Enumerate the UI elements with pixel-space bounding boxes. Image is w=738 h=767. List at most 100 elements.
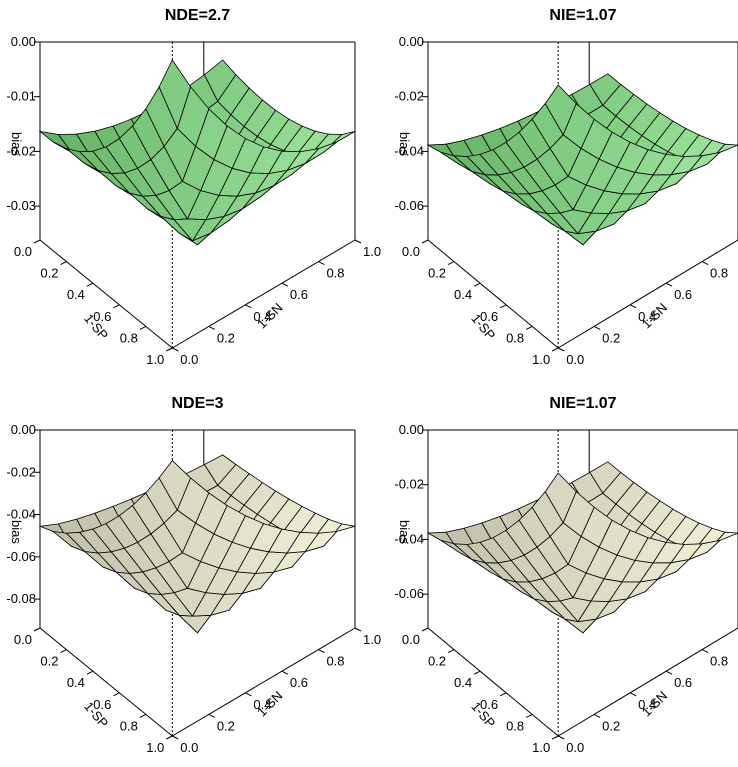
x-axis: 0.00.20.40.60.81.01-SP xyxy=(14,239,173,367)
y-tick-label: 0.6 xyxy=(674,287,692,302)
x-tick-label: 0.8 xyxy=(506,330,524,345)
z-tick-label: 0.00 xyxy=(399,34,424,49)
x-tick xyxy=(113,692,120,697)
y-tick xyxy=(593,713,601,718)
surface xyxy=(38,454,356,634)
z-axis-label: bias xyxy=(397,132,412,156)
x-tick-label: 0.8 xyxy=(506,718,524,733)
x-tick xyxy=(166,735,173,740)
surface xyxy=(426,73,738,246)
z-axis: 0.00 -0.02 -0.04 -0.06 -0.08 bias xyxy=(6,422,40,606)
x-tick xyxy=(473,282,481,287)
x-tick xyxy=(166,347,173,352)
x-tick-label: 0.2 xyxy=(428,266,446,281)
y-tick-label: 0.2 xyxy=(602,718,620,733)
x-tick xyxy=(86,282,94,287)
y-tick xyxy=(701,649,709,654)
y-tick-label: 0.8 xyxy=(710,654,728,669)
z-tick-label: 0.00 xyxy=(11,34,36,49)
y-tick xyxy=(318,649,325,654)
z-axis: 0.00 -0.02 -0.04 -0.06 bias xyxy=(394,34,428,213)
surface-facet xyxy=(544,472,577,524)
box-edge-front-left xyxy=(39,239,173,349)
z-tick-label: -0.02 xyxy=(394,477,424,492)
z-tick-label: -0.01 xyxy=(6,89,36,104)
chart-title: NDE=3 xyxy=(171,395,223,412)
y-tick xyxy=(593,325,601,330)
y-tick xyxy=(208,325,216,330)
y-tick xyxy=(354,627,362,632)
y-axis-label: 1-SN xyxy=(639,688,671,720)
y-tick-label: 0.0 xyxy=(566,740,584,755)
x-tick-label: 0.4 xyxy=(67,675,85,690)
y-tick-label: 0.4 xyxy=(253,309,271,324)
x-tick-label: 0.4 xyxy=(454,675,472,690)
x-tick-label: 1.0 xyxy=(146,740,164,755)
y-tick-label: 0.8 xyxy=(326,654,344,669)
surface-facet xyxy=(158,459,192,511)
box-edge-front-left xyxy=(39,627,173,737)
x-tick xyxy=(60,649,67,654)
panel-4: NIE=1.07 0.00 -0.02 -0.04 -0.06 bias 0.0 0.2 0.4… xyxy=(394,395,738,755)
x-tick xyxy=(551,735,559,740)
x-tick xyxy=(473,670,481,675)
box-edge-front-right xyxy=(172,239,356,349)
z-axis: 0.00 -0.01 -0.02 -0.03 bias xyxy=(6,34,40,213)
y-tick xyxy=(701,261,709,266)
x-tick xyxy=(525,713,533,718)
z-tick-label: -0.03 xyxy=(6,198,36,213)
z-tick-label: 0.00 xyxy=(399,422,424,437)
z-axis: 0.00 -0.02 -0.04 -0.06 bias xyxy=(394,422,428,601)
box-edge-front-right xyxy=(557,239,738,349)
surface-facet xyxy=(178,614,212,634)
y-axis-label: 1-SN xyxy=(254,688,286,720)
z-tick-label: -0.02 xyxy=(6,464,36,479)
z-tick-label: -0.08 xyxy=(6,591,36,606)
y-tick-label: 1.0 xyxy=(363,632,381,647)
y-tick xyxy=(557,347,565,352)
x-tick-label: 1.0 xyxy=(146,352,164,367)
panel-1: NDE=2.70.00-0.01-0.02-0.03bias0.00.20.40… xyxy=(6,7,381,367)
surface xyxy=(38,59,356,246)
x-tick-label: 0.0 xyxy=(402,244,420,259)
surface-facet xyxy=(158,59,192,130)
x-axis: 0.00.20.40.60.81.01-SP xyxy=(402,627,559,755)
chart-title: NIE=1.07 xyxy=(549,7,616,24)
x-tick xyxy=(421,239,429,244)
surface xyxy=(426,461,738,634)
y-axis: 0.00.20.40.60.81.01-SN xyxy=(172,627,381,755)
x-tick xyxy=(33,239,41,244)
x-tick xyxy=(86,670,94,675)
y-tick-label: 0.6 xyxy=(290,675,308,690)
z-axis-label: bias xyxy=(9,132,24,156)
y-tick-label: 0.4 xyxy=(638,697,656,712)
z-tick-label: -0.04 xyxy=(394,143,424,158)
y-tick xyxy=(281,670,289,675)
x-tick xyxy=(139,713,147,718)
z-tick-label: 0.00 xyxy=(11,422,36,437)
z-tick-label: -0.04 xyxy=(394,531,424,546)
z-axis-label: bias xyxy=(397,520,412,544)
y-axis: 0.00.20.40.60.81.01-SN xyxy=(172,239,381,367)
x-tick xyxy=(447,649,455,654)
x-tick xyxy=(551,347,559,352)
y-tick-label: 0.8 xyxy=(326,266,344,281)
y-tick-label: 0.6 xyxy=(290,287,308,302)
x-tick-label: 0.8 xyxy=(120,718,138,733)
x-tick-label: 0.6 xyxy=(480,309,498,324)
y-axis: 0.00.20.40.60.81.01-SN xyxy=(557,240,738,367)
x-tick-label: 0.2 xyxy=(428,654,446,669)
y-tick xyxy=(172,735,179,740)
z-tick-label: -0.06 xyxy=(394,198,424,213)
box-edge-front-right xyxy=(557,627,738,737)
z-tick-label: -0.06 xyxy=(6,549,36,564)
box-edge-front-left xyxy=(427,627,559,737)
y-tick xyxy=(665,670,673,675)
chart-title: NDE=2.7 xyxy=(165,7,230,24)
y-tick xyxy=(172,347,179,352)
x-tick-label: 0.8 xyxy=(120,330,138,345)
z-axis-label: bias xyxy=(9,520,24,544)
x-tick-label: 0.2 xyxy=(40,654,58,669)
